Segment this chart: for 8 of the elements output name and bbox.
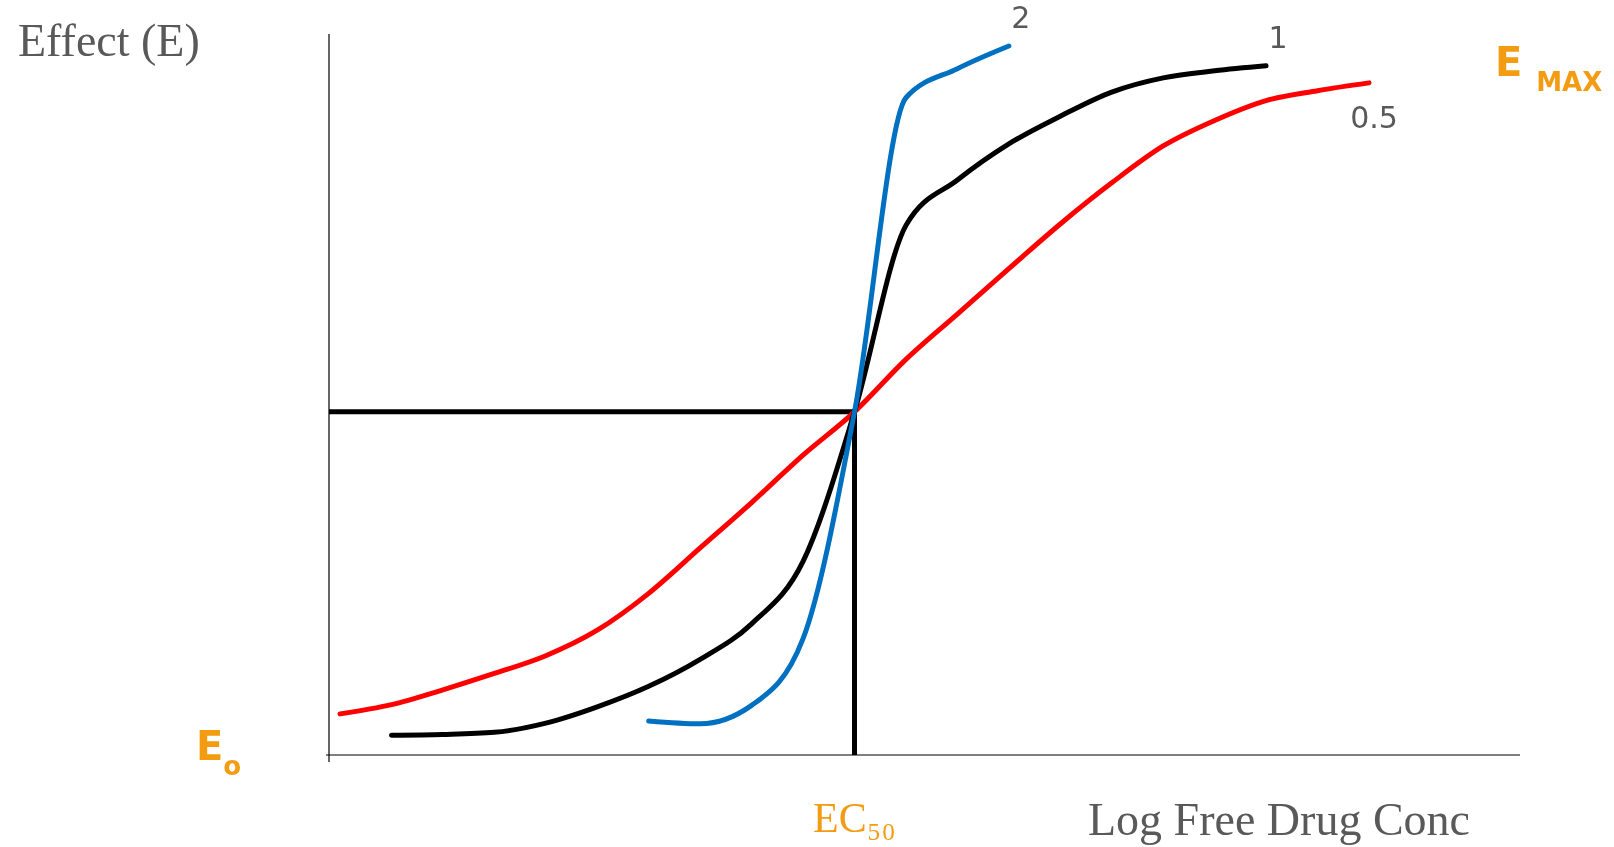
text: E$_{o}$ [196, 723, 242, 781]
series-label: 1 [1268, 19, 1288, 55]
text: E $_{MAX}$ [1495, 39, 1603, 97]
text: EC₅₀ [813, 795, 896, 841]
y-axis-title: Effect (E) [18, 15, 200, 66]
x-axis-title: Log Free Drug Conc [1088, 794, 1470, 845]
series-label: 2 [1011, 0, 1031, 35]
series-label: 0.5 [1350, 99, 1398, 135]
